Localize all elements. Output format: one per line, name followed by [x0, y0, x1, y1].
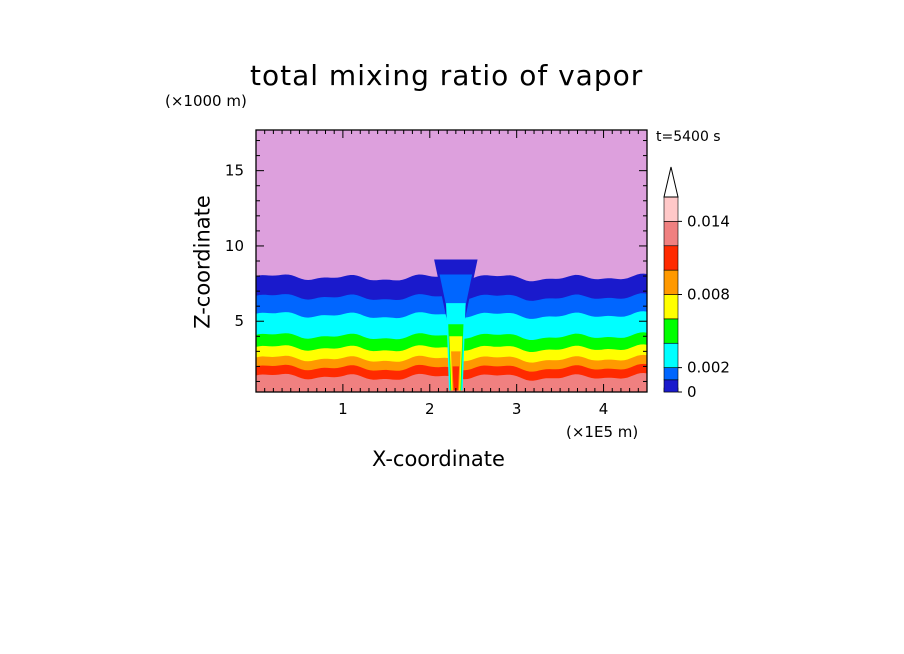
colorbar-segment [663, 342, 679, 368]
x-tick-label: 3 [512, 400, 522, 418]
colorbar-tick-label: 0.008 [687, 286, 730, 304]
colorbar-tick-label: 0.002 [687, 359, 730, 377]
colorbar-segment [663, 245, 679, 271]
colorbar-segment [663, 318, 679, 344]
x-tick-label: 1 [338, 400, 348, 418]
colorbar-segment [663, 379, 679, 393]
time-label: t=5400 s [656, 129, 721, 145]
y-tick-label: 10 [225, 237, 244, 255]
y-tick-label: 5 [234, 312, 244, 330]
y-tick-label: 15 [225, 162, 244, 180]
x-axis-label: X-coordinate [372, 447, 505, 471]
colorbar-segment [663, 196, 679, 222]
axis-ticks: 1 2 3 4 5 10 15 [225, 130, 648, 418]
colorbar-segment [663, 367, 679, 381]
colorbar-tick-label: 0 [687, 383, 697, 401]
colorbar-segment [663, 269, 679, 295]
x-tick-label: 4 [599, 400, 609, 418]
y-axis-unit: (×1000 m) [165, 92, 247, 110]
contour-fields [256, 130, 647, 392]
colorbar-tick-label: 0.014 [687, 212, 730, 230]
colorbar: 0 0.002 0.008 0.014 [663, 166, 730, 401]
plume-core [452, 366, 460, 391]
chart-title: total mixing ratio of vapor [250, 59, 644, 92]
x-axis-unit: (×1E5 m) [566, 423, 639, 441]
colorbar-segment [663, 294, 679, 320]
colorbar-segment [663, 221, 679, 247]
colorbar-extend-arrow [663, 166, 679, 198]
x-tick-label: 2 [425, 400, 435, 418]
